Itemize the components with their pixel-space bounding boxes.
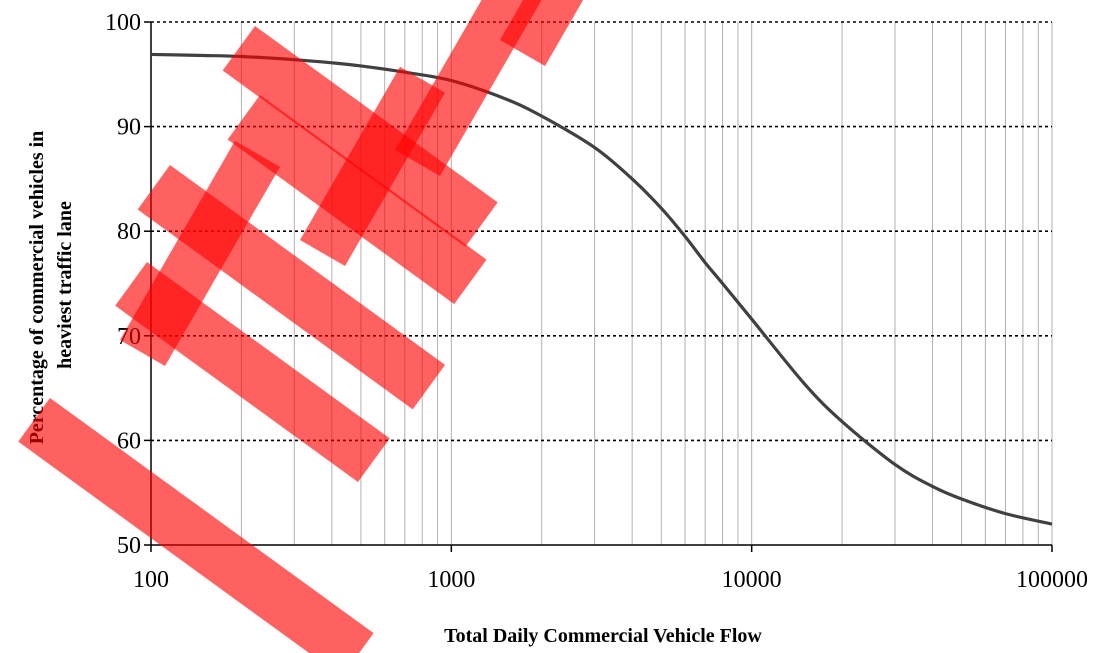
watermark-stroke [119,140,281,366]
y-axis-title-line-1: Percentage of commercial vehicles in [26,131,48,445]
x-tick-label: 10000 [722,567,782,593]
y-axis-title-line-2: heaviest traffic lane [54,201,76,369]
series-line [150,52,1053,526]
series-group [150,52,1053,526]
x-axis-title: Total Daily Commercial Vehicle Flow [444,625,762,647]
x-tick-label: 100000 [1016,567,1088,593]
x-tick-label: 1000 [427,567,475,593]
watermark-stroke [300,66,446,266]
watermark-stroke [499,0,606,66]
watermark-stroke [18,398,374,653]
y-axis-title: Percentage of commercial vehicles in hea… [26,126,76,445]
y-tick-label: 100 [105,10,141,36]
x-tick-label: 100 [133,567,169,593]
y-tick-label: 50 [117,533,141,559]
watermark-stroke [395,0,546,176]
y-tick-label: 80 [117,219,141,245]
watermark [18,0,606,653]
y-tick-label: 90 [117,115,141,141]
x-tick-labels: 100 1000 10000 100000 [133,545,1088,593]
